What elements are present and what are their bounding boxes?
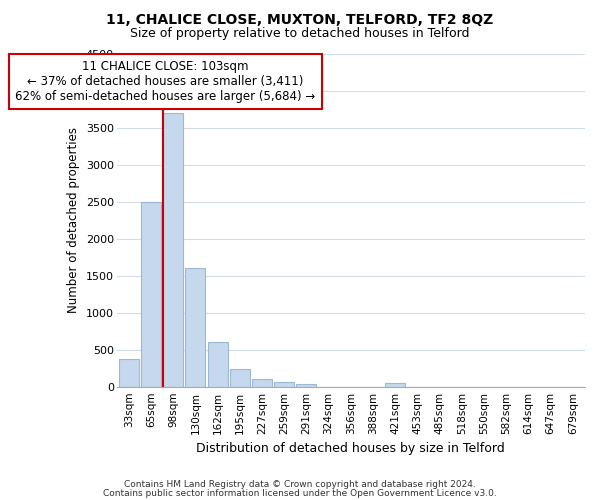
Bar: [274, 382, 294, 386]
Bar: [252, 380, 272, 386]
Bar: [141, 202, 161, 386]
Bar: [296, 384, 316, 386]
Bar: [385, 383, 405, 386]
Bar: [208, 342, 227, 386]
X-axis label: Distribution of detached houses by size in Telford: Distribution of detached houses by size …: [196, 442, 505, 455]
Text: Contains public sector information licensed under the Open Government Licence v3: Contains public sector information licen…: [103, 488, 497, 498]
Text: Size of property relative to detached houses in Telford: Size of property relative to detached ho…: [130, 28, 470, 40]
Text: 11 CHALICE CLOSE: 103sqm
← 37% of detached houses are smaller (3,411)
62% of sem: 11 CHALICE CLOSE: 103sqm ← 37% of detach…: [16, 60, 316, 103]
Text: 11, CHALICE CLOSE, MUXTON, TELFORD, TF2 8QZ: 11, CHALICE CLOSE, MUXTON, TELFORD, TF2 …: [106, 12, 494, 26]
Bar: [230, 369, 250, 386]
Y-axis label: Number of detached properties: Number of detached properties: [67, 128, 80, 314]
Bar: [163, 113, 183, 386]
Bar: [185, 268, 205, 386]
Text: Contains HM Land Registry data © Crown copyright and database right 2024.: Contains HM Land Registry data © Crown c…: [124, 480, 476, 489]
Bar: [119, 358, 139, 386]
